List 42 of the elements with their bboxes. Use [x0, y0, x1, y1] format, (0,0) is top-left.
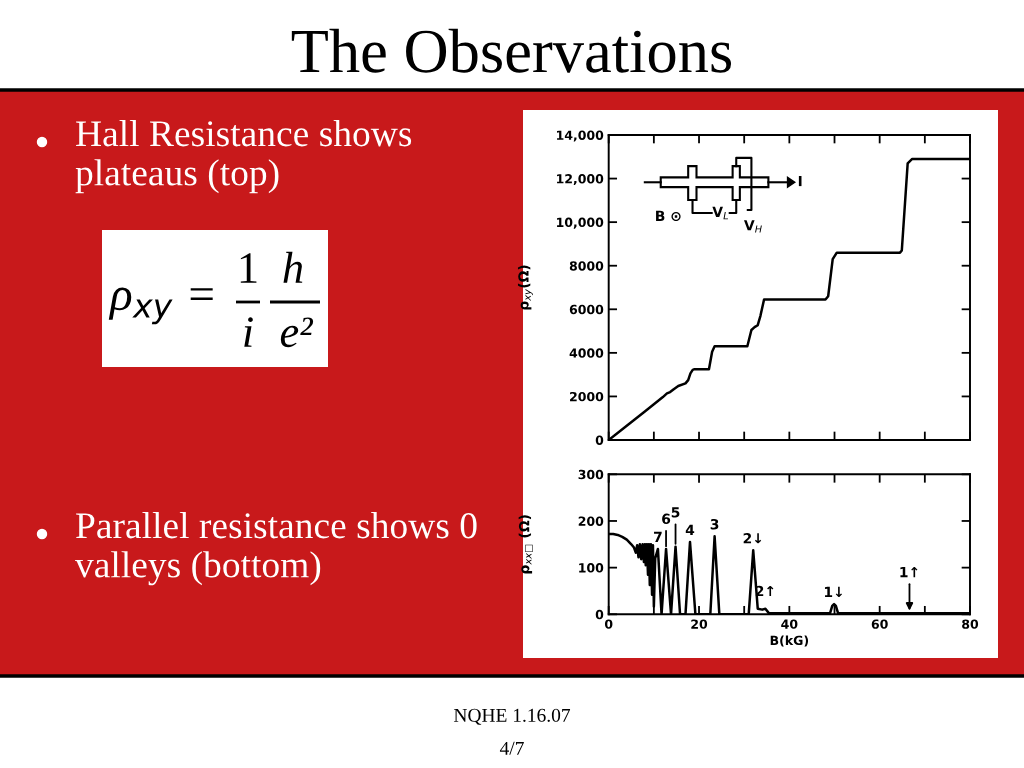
text: h — [283, 251, 303, 283]
y-tick-label: 14,000 — [557, 130, 604, 142]
text: NQHE 1.16.07 — [453, 708, 571, 725]
y-tick-label: 6000 — [569, 304, 604, 315]
x-tick-label: 80 — [962, 619, 979, 629]
y-tick-label: 100 — [579, 563, 604, 573]
text: e² — [280, 317, 314, 348]
x-tick-label: 20 — [691, 619, 708, 629]
text: i — [244, 317, 253, 347]
y-tick-label: 12,000 — [557, 174, 604, 186]
text: Hall Resistance shows plateaus (top) — [75, 120, 412, 194]
y-tick-label: 200 — [578, 516, 604, 526]
annotation: V$_{L}$ — [712, 206, 729, 220]
y-tick-label: 300 — [578, 469, 604, 480]
annotation: I — [798, 175, 802, 187]
text: Parallel resistance shows 0 valleys (bottom) — [75, 512, 477, 586]
y-axis-title: ρ$_{xx□}$ (Ω) — [518, 515, 533, 574]
y-tick-label: 4000 — [569, 348, 604, 358]
x-tick-label: 0 — [604, 619, 613, 629]
y-tick-label: 8000 — [569, 261, 604, 271]
y-tick-label: 0 — [595, 435, 604, 445]
x-tick-label: 40 — [781, 619, 798, 629]
chart-title: The Observations — [291, 28, 732, 73]
text: 1 — [240, 253, 257, 283]
annotation: 5 — [671, 507, 680, 518]
y-tick-label: 0 — [595, 609, 604, 620]
text: ρ$_{xy}$ = — [108, 287, 213, 325]
annotation: B ⊙ — [656, 210, 681, 222]
annotation: 7 — [654, 531, 662, 542]
x-tick-label: 60 — [871, 619, 888, 629]
annotation: 3 — [710, 519, 719, 530]
annotation: V$_{H}$ — [743, 220, 762, 233]
y-tick-label: 10,000 — [557, 217, 604, 229]
annotation: 2↓ — [743, 533, 762, 544]
text: 4/7 — [499, 741, 524, 755]
annotation: 1↓ — [824, 586, 843, 598]
x-axis-title: B(kG) — [770, 635, 809, 647]
annotation: 6 — [662, 513, 671, 525]
annotation: 4 — [685, 524, 695, 535]
y-axis-title: ρ$_{xy}$(Ω) — [517, 265, 533, 310]
y-tick-label: 2000 — [570, 391, 604, 402]
annotation: 1↑ — [900, 566, 918, 578]
